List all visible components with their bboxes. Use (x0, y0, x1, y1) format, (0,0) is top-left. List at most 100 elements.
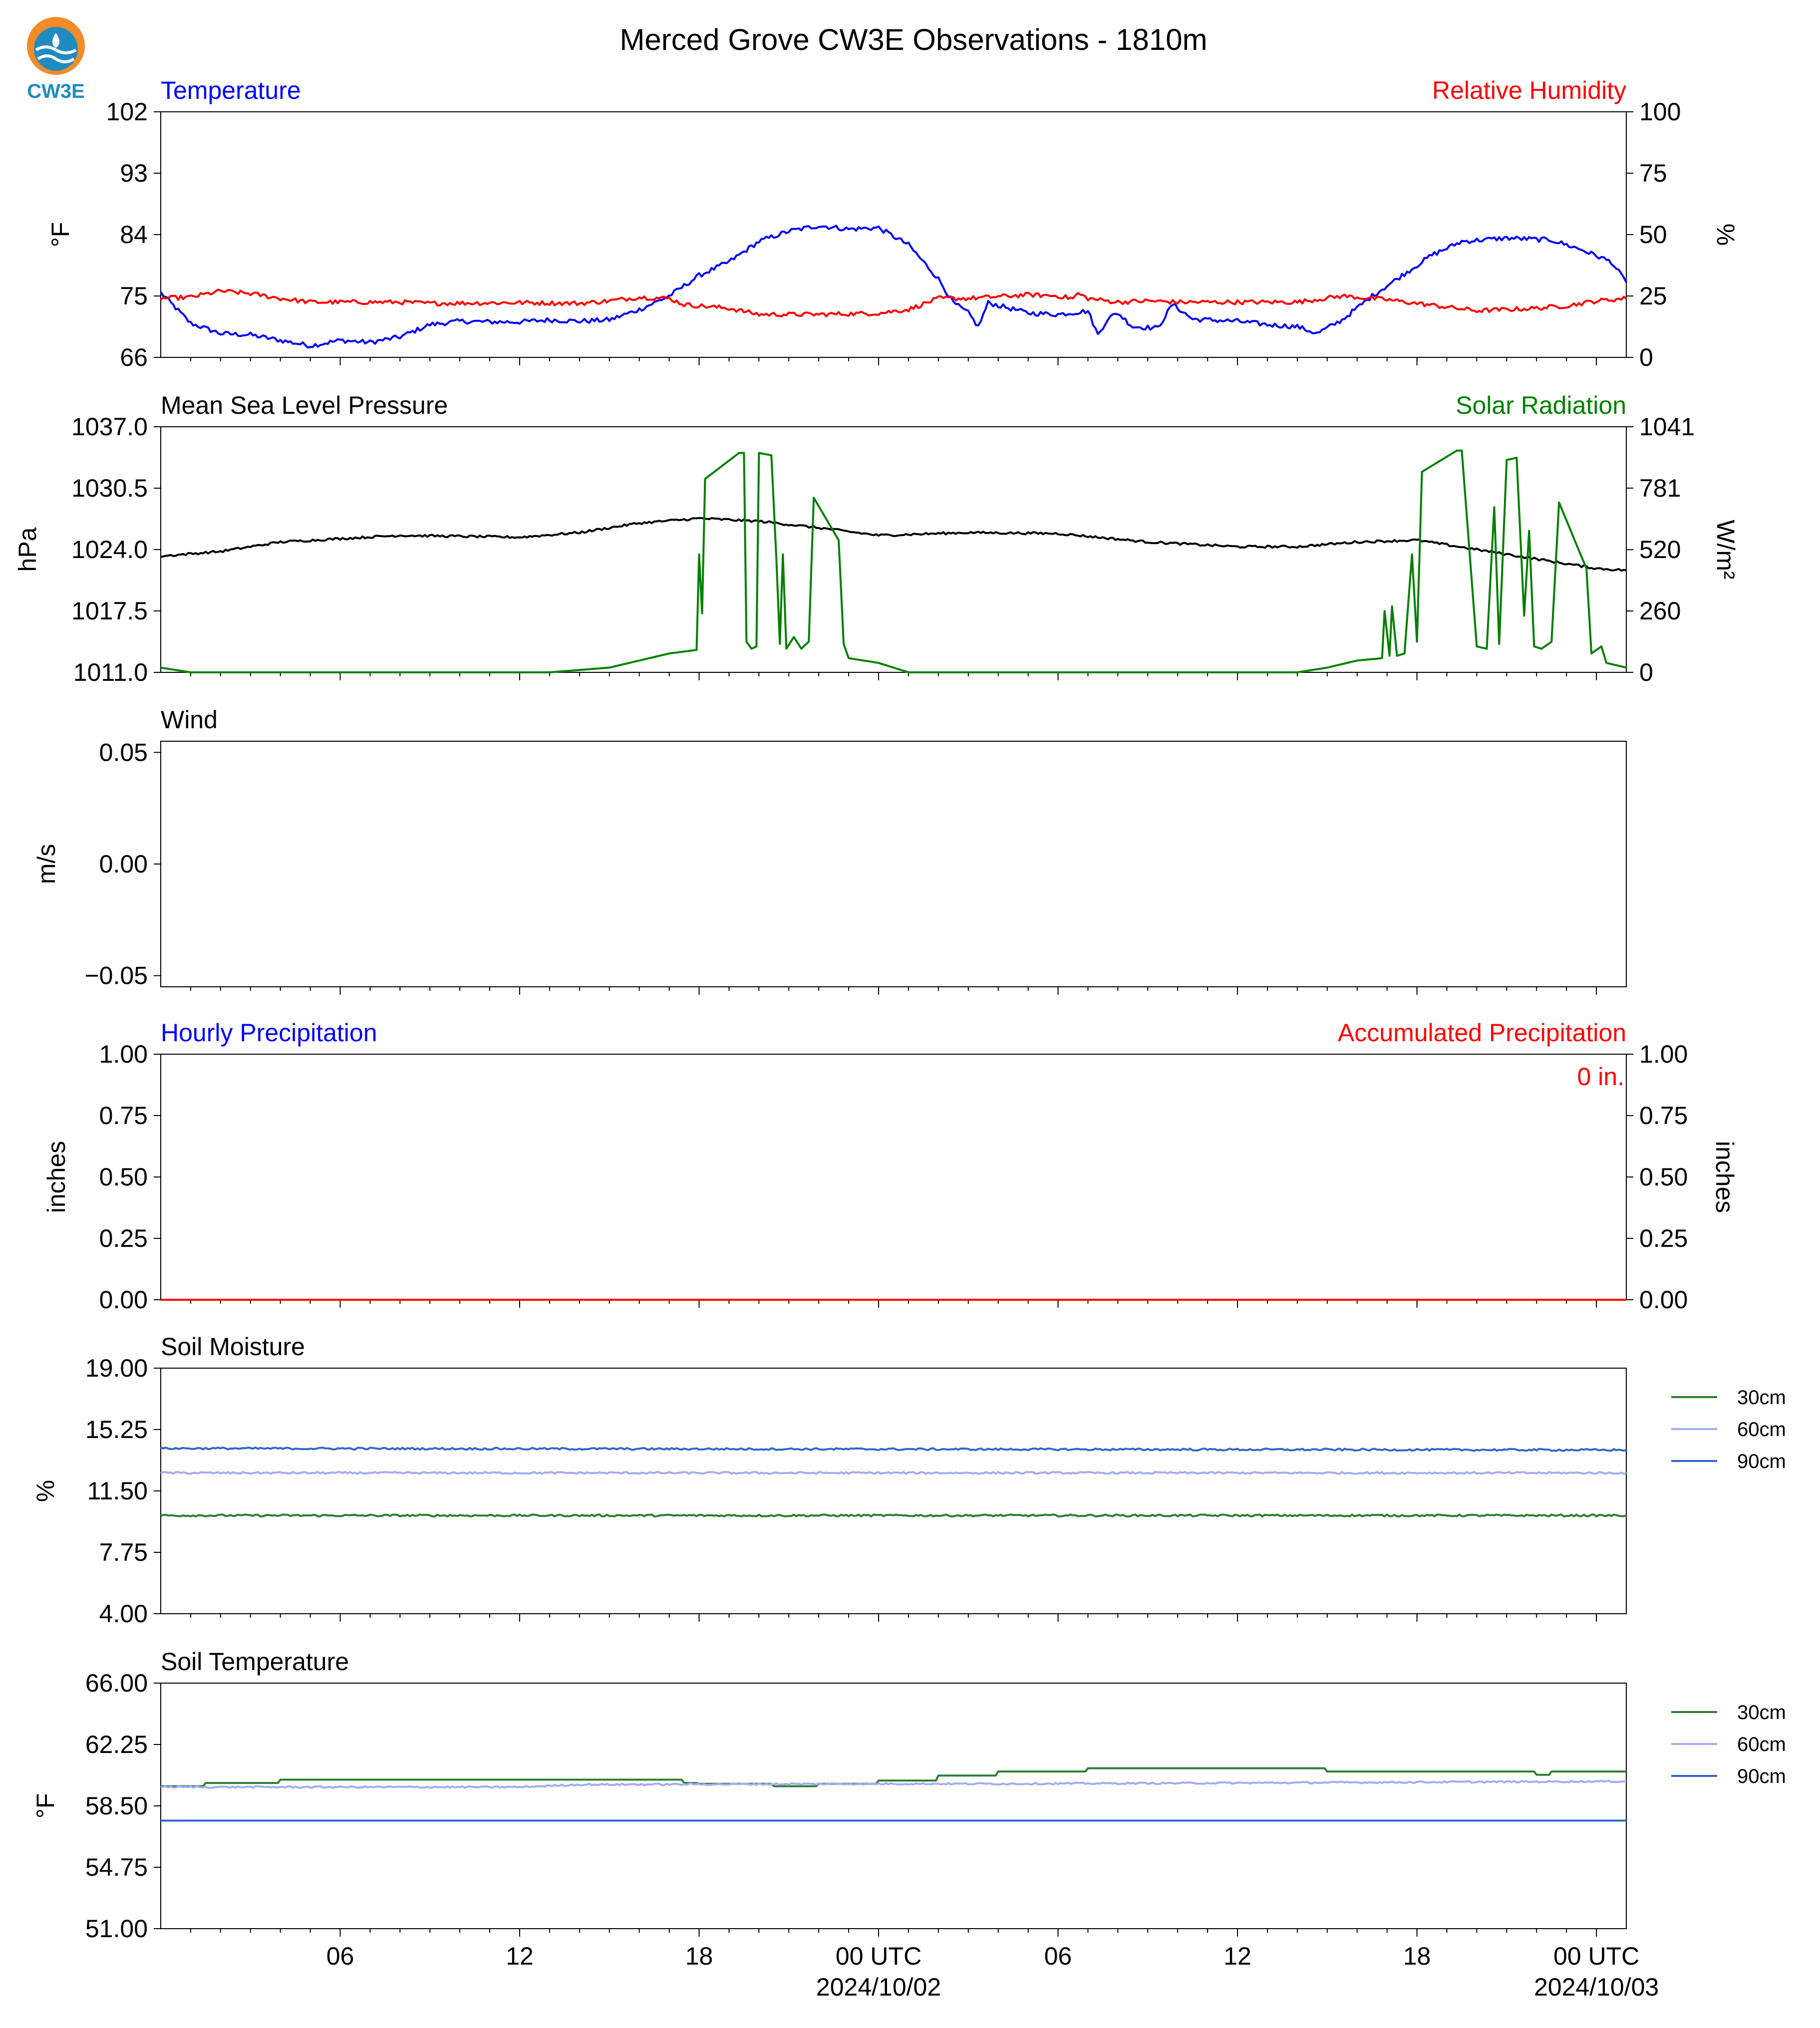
panel-precip: Hourly Precipitation Accumulated Precipit… (42, 1019, 1739, 1314)
chart-title: Merced Grove CW3E Observations - 1810m (619, 23, 1207, 56)
y-tick-label: 58.50 (85, 1792, 148, 1820)
y2-tick-label: 1.00 (1639, 1040, 1688, 1068)
panel-title-left: Wind (161, 706, 218, 734)
legend-label: 30cm (1737, 1702, 1786, 1724)
panel-title-right: Relative Humidity (1432, 76, 1626, 104)
series-line-30cm (161, 1767, 1626, 1787)
cw3e-logo: CW3E (27, 17, 85, 102)
y-tick-label: 0.00 (99, 1286, 148, 1314)
y-tick-label: 0.75 (99, 1102, 148, 1130)
y-tick-label: 1017.5 (71, 597, 148, 625)
series-line-left-0 (160, 517, 1627, 572)
y2-axis-label: W/m² (1712, 520, 1740, 579)
y-tick-label: 54.75 (85, 1853, 148, 1881)
y-tick-label: 1037.0 (71, 413, 148, 441)
x-tick-date-label: 2024/10/02 (816, 1973, 941, 2001)
y-axis-label: % (31, 1480, 59, 1502)
panel-title-left: Mean Sea Level Pressure (161, 391, 448, 419)
y-tick-label: −0.05 (84, 962, 148, 990)
y2-tick-label: 75 (1639, 159, 1667, 187)
logo-wave-lower (37, 54, 75, 63)
panel-title-left: Hourly Precipitation (161, 1019, 377, 1047)
panel-pressure-solar: Mean Sea Level Pressure Solar Radiation 10… (13, 391, 1740, 686)
x-tick-label: 06 (1044, 1942, 1072, 1970)
y2-tick-label: 25 (1639, 282, 1667, 310)
y-tick-label: 66.00 (85, 1669, 148, 1697)
y2-tick-label: 0.25 (1639, 1224, 1688, 1252)
y2-tick-label: 260 (1639, 597, 1681, 625)
panel-temp-rh: Temperature Relative Humidity 66 75 84 93 102 °… (46, 76, 1740, 371)
y2-tick-label: 1041 (1639, 413, 1695, 441)
y-axis-label: hPa (13, 527, 41, 572)
y2-tick-label: 100 (1639, 98, 1681, 126)
y-tick-label: 1011.0 (73, 658, 148, 686)
y-tick-label: 51.00 (85, 1915, 148, 1943)
x-tick-date-label: 2024/10/03 (1534, 1973, 1659, 2001)
series-line-right-1 (160, 289, 1627, 317)
y-tick-label: 75 (120, 282, 148, 310)
x-tick-label: 00 UTC (836, 1942, 921, 1970)
x-tick-label: 18 (1403, 1942, 1431, 1970)
y-tick-label: 0.05 (99, 738, 148, 766)
y2-tick-label: 520 (1639, 536, 1681, 564)
panel-wind: Wind −0.05 0.00 0.05 m/s (32, 706, 1627, 995)
y-axis-label: inches (42, 1141, 70, 1213)
legend-label: 90cm (1737, 1765, 1786, 1787)
y2-axis-label: inches (1711, 1141, 1739, 1213)
y-tick-label: 0.50 (99, 1163, 148, 1191)
y2-tick-label: 781 (1639, 474, 1681, 502)
panel-title-left: Soil Temperature (161, 1648, 349, 1676)
y-tick-label: 15.25 (85, 1416, 148, 1444)
chart-panels: Temperature Relative Humidity 66 75 84 93 102 °… (13, 76, 1786, 2001)
panel-title-right: Accumulated Precipitation (1338, 1019, 1626, 1047)
accumulated-annotation: 0 in. (1577, 1063, 1624, 1091)
legend-label: 60cm (1737, 1734, 1786, 1755)
series-line-60cm (160, 1779, 1627, 1789)
y-tick-label: 19.00 (85, 1354, 148, 1382)
series-line-30cm (160, 1513, 1627, 1518)
logo-text: CW3E (27, 80, 85, 102)
y2-tick-label: 0.00 (1639, 1286, 1688, 1314)
y2-tick-label: 0 (1639, 658, 1653, 686)
panel-title-left: Temperature (161, 76, 301, 104)
y-tick-label: 7.75 (99, 1538, 148, 1566)
y-tick-label: 0.25 (99, 1224, 148, 1252)
y-tick-label: 84 (120, 221, 148, 249)
legend-label: 60cm (1737, 1419, 1786, 1441)
logo-droplet (52, 33, 59, 48)
y-tick-label: 4.00 (99, 1600, 148, 1628)
y-tick-label: 1030.5 (71, 474, 148, 502)
y-tick-label: 93 (120, 159, 148, 187)
panel-title-left: Soil Moisture (161, 1333, 305, 1361)
y-tick-label: 62.25 (85, 1731, 148, 1758)
y-tick-label: 0.00 (99, 850, 148, 878)
x-tick-label: 18 (685, 1942, 713, 1970)
y-tick-label: 11.50 (87, 1477, 148, 1505)
y-axis-label: °F (31, 1793, 59, 1819)
y-tick-label: 66 (120, 343, 148, 371)
legend-label: 90cm (1737, 1450, 1786, 1472)
series-line-right-1 (160, 449, 1627, 673)
legend-label: 30cm (1737, 1387, 1786, 1409)
panel-title-right: Solar Radiation (1456, 391, 1626, 419)
y2-tick-label: 0.50 (1639, 1163, 1688, 1191)
y2-axis-label: % (1712, 224, 1740, 246)
x-tick-label: 12 (506, 1942, 534, 1970)
panel-soil-temp: Soil Temperature 51.00 54.75 58.50 62.25 66.0… (31, 1648, 1786, 2001)
x-tick-label: 00 UTC (1553, 1942, 1639, 1970)
y2-tick-label: 0 (1639, 343, 1653, 371)
y2-tick-label: 50 (1639, 221, 1667, 249)
series-line-60cm (160, 1471, 1627, 1475)
y2-tick-label: 0.75 (1639, 1102, 1688, 1130)
y-tick-label: 1.00 (99, 1040, 148, 1068)
y-tick-label: 102 (106, 98, 148, 126)
logo-wave-upper (35, 45, 77, 54)
series-line-90cm (160, 1447, 1627, 1452)
y-tick-label: 1024.0 (71, 536, 148, 564)
panel-soil-moisture: Soil Moisture 4.00 7.75 11.50 15.25 19.00% 30c… (31, 1333, 1786, 1628)
series-line-left-0 (160, 225, 1627, 349)
y-axis-label: °F (46, 222, 74, 248)
y-axis-label: m/s (32, 844, 60, 884)
